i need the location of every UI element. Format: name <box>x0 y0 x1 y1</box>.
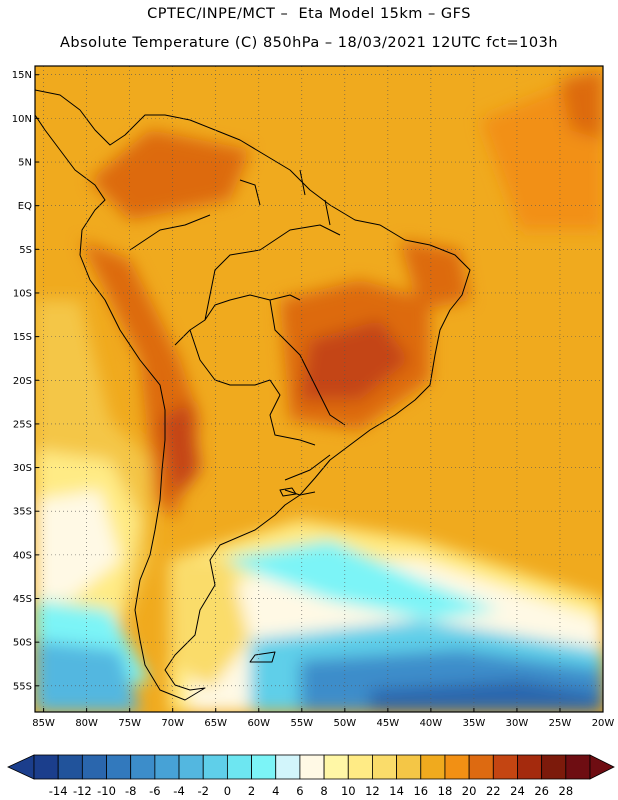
legend-color-box <box>468 754 494 780</box>
legend-tick-label: -8 <box>125 784 136 798</box>
legend-tick-labels: -14 -12 -10 -8 -6 -4 -2 0 2 4 6 8 10 12 14 16 18 20 22 24 26… <box>49 784 573 798</box>
legend-tick-label: 6 <box>296 784 303 798</box>
latitude-label: 40S <box>13 550 32 561</box>
temperature-map: 15N 10N 5N EQ 5S 10S 15S 20S 25S 30S 35S 40S 45S 50S 5… <box>12 65 614 729</box>
longitude-label: 25W <box>549 718 572 729</box>
legend-color-box <box>396 754 422 780</box>
legend-color-box <box>444 754 470 780</box>
legend-tick-label: 28 <box>559 784 574 798</box>
longitude-label: 40W <box>420 718 443 729</box>
longitude-label: 85W <box>32 718 55 729</box>
map-title: CPTEC/INPE/MCT – Eta Model 15km – GFS <box>147 6 471 22</box>
legend-color-box <box>106 754 132 780</box>
latitude-label: 5S <box>19 245 32 256</box>
legend-tick-label: -6 <box>149 784 160 798</box>
longitude-label: 20W <box>592 718 615 729</box>
longitude-label: 60W <box>247 718 270 729</box>
legend-color-box <box>372 754 398 780</box>
latitude-label: 55S <box>13 681 32 692</box>
legend-color-box <box>178 754 204 780</box>
legend-color-box <box>130 754 156 780</box>
legend-tick-label: 8 <box>320 784 327 798</box>
legend-color-box <box>202 754 228 780</box>
longitude-labels: 85W 80W 75W 70W 65W 60W 55W 50W 45W 40W 35W 30W 25W 2… <box>32 718 614 729</box>
legend-tick-label: -10 <box>97 784 116 798</box>
legend-color-box <box>154 754 180 780</box>
latitude-label: 45S <box>13 594 32 605</box>
legend-color-box <box>299 754 325 780</box>
longitude-label: 30W <box>506 718 529 729</box>
latitude-label: 30S <box>13 463 32 474</box>
longitude-label: 55W <box>290 718 313 729</box>
color-legend: -14 -12 -10 -8 -6 -4 -2 0 2 4 6 8 10 12 14 16 18 20 22 24 26… <box>7 754 615 798</box>
legend-color-box <box>565 754 591 780</box>
legend-tick-label: -2 <box>197 784 208 798</box>
legend-tick-label: 0 <box>224 784 231 798</box>
latitude-label: 20S <box>13 376 32 387</box>
legend-color-box <box>323 754 349 780</box>
legend-color-box <box>251 754 277 780</box>
longitude-label: 50W <box>334 718 357 729</box>
legend-color-box <box>275 754 301 780</box>
graticule-lines <box>35 66 604 712</box>
legend-tick-label: 14 <box>389 784 404 798</box>
legend-tick-label: 24 <box>510 784 525 798</box>
latitude-label: EQ <box>18 201 32 212</box>
coastline-outlines <box>35 89 471 701</box>
legend-tick-label: -12 <box>73 784 92 798</box>
latitude-label: 15S <box>13 332 32 343</box>
map-subtitle: Absolute Temperature (C) 850hPa – 18/03/… <box>59 35 559 51</box>
longitude-label: 80W <box>75 718 98 729</box>
longitude-label: 35W <box>463 718 486 729</box>
axis-ticks <box>35 74 604 712</box>
temperature-field <box>35 66 603 712</box>
legend-color-box <box>347 754 373 780</box>
latitude-label: 25S <box>13 419 32 430</box>
legend-tick-label: 18 <box>438 784 453 798</box>
legend-tick-label: 10 <box>341 784 356 798</box>
map-frame <box>34 65 604 713</box>
latitude-label: 35S <box>13 507 32 518</box>
latitude-labels: 15N 10N 5N EQ 5S 10S 15S 20S 25S 30S 35S 40S 45S 50S 5… <box>12 70 32 692</box>
legend-color-box <box>541 754 567 780</box>
legend-color-box <box>33 754 59 780</box>
latitude-label: 50S <box>13 638 32 649</box>
legend-tick-label: 16 <box>413 784 428 798</box>
legend-tick-label: 4 <box>272 784 279 798</box>
longitude-label: 65W <box>204 718 227 729</box>
legend-color-box <box>517 754 543 780</box>
latitude-label: 10S <box>13 288 32 299</box>
legend-tick-label: -4 <box>173 784 184 798</box>
legend-tick-label: 2 <box>248 784 255 798</box>
latitude-label: 15N <box>12 70 32 81</box>
longitude-label: 70W <box>161 718 184 729</box>
latitude-label: 10N <box>12 114 32 125</box>
legend-color-box <box>81 754 107 780</box>
legend-color-box <box>226 754 252 780</box>
legend-high-arrow <box>589 754 615 780</box>
legend-low-arrow <box>7 754 35 780</box>
legend-tick-label: -14 <box>49 784 68 798</box>
legend-tick-label: 22 <box>486 784 501 798</box>
legend-tick-label: 12 <box>365 784 380 798</box>
legend-color-box <box>57 754 83 780</box>
longitude-label: 45W <box>377 718 400 729</box>
legend-tick-label: 20 <box>462 784 477 798</box>
legend-color-box <box>492 754 518 780</box>
longitude-label: 75W <box>118 718 141 729</box>
legend-color-boxes <box>7 754 615 780</box>
legend-tick-label: 26 <box>534 784 549 798</box>
legend-color-box <box>420 754 446 780</box>
latitude-label: 5N <box>18 158 32 169</box>
